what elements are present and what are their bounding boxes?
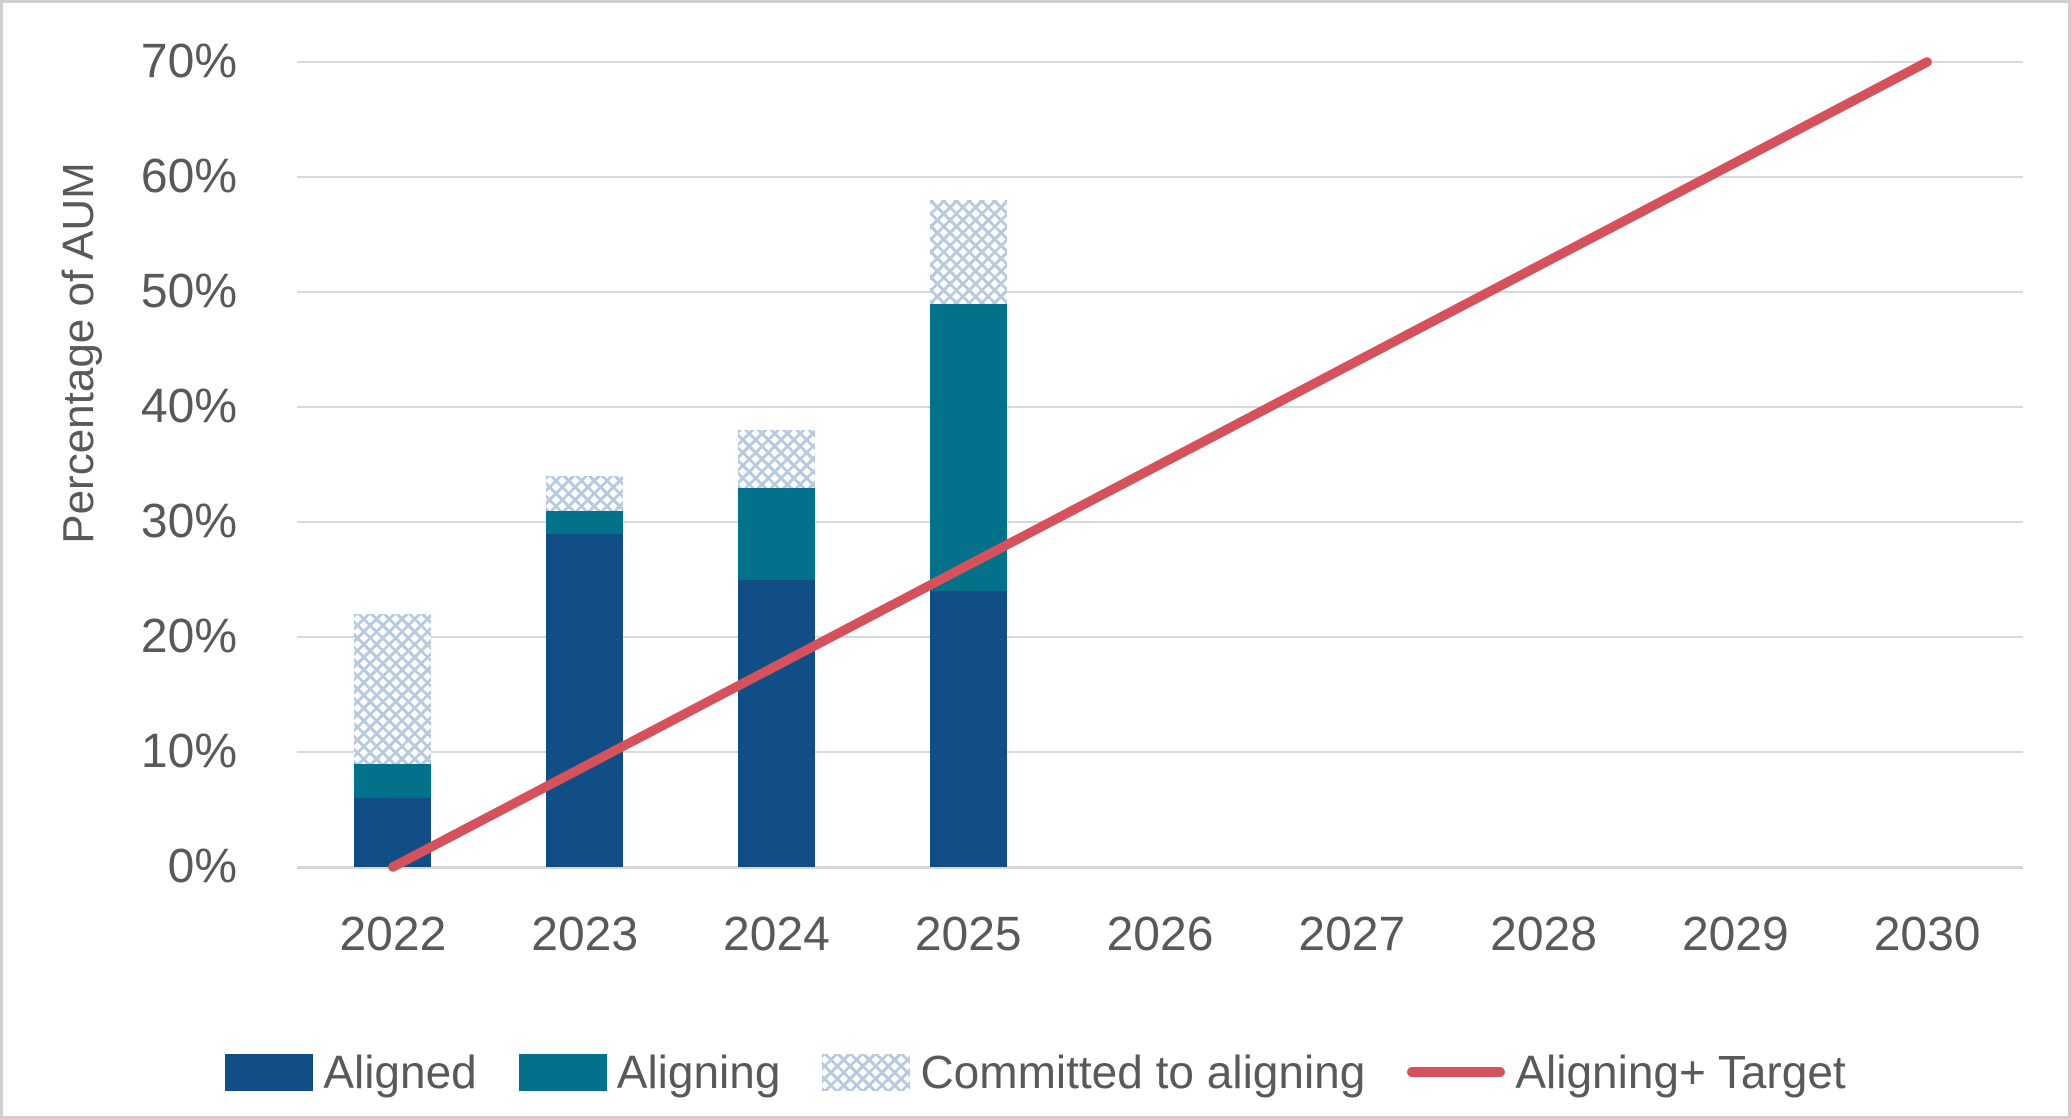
y-tick-label: 30%: [140, 495, 237, 548]
x-tick-label-2030: 2030: [1873, 908, 1981, 961]
x-tick-label-2029: 2029: [1681, 908, 1789, 961]
bar-segment-aligned-2025: [929, 591, 1007, 867]
bar-segment-committed-to-aligning-2023: [546, 476, 624, 511]
legend-swatch-aligned: [225, 1053, 314, 1091]
bar-segment-aligned-2022: [354, 798, 432, 867]
y-gridline-50: [297, 291, 2023, 293]
legend-item-aligned: Aligned: [225, 1046, 477, 1098]
bar-segment-aligning-2023: [546, 510, 624, 534]
legend-label: Aligning+ Target: [1515, 1046, 1846, 1098]
y-gridline-40: [297, 406, 2023, 408]
y-tick-label: 0%: [167, 840, 237, 893]
y-tick-label: 70%: [140, 35, 237, 88]
y-tick-label: 60%: [140, 150, 237, 203]
bar-segment-aligning-2022: [354, 763, 432, 798]
legend-item-aligning-target: Aligning+ Target: [1407, 1046, 1846, 1098]
y-tick-label: 20%: [140, 610, 237, 663]
bar-segment-aligning-2025: [929, 303, 1007, 591]
x-tick-label-2023: 2023: [531, 908, 639, 961]
x-tick-label-2022: 2022: [339, 908, 447, 961]
bar-segment-aligning-2024: [737, 487, 815, 580]
bar-segment-aligned-2023: [546, 533, 624, 867]
x-tick-label-2025: 2025: [914, 908, 1022, 961]
y-tick-label: 10%: [140, 725, 237, 778]
x-tick-label-2028: 2028: [1490, 908, 1597, 961]
bar-segment-committed-to-aligning-2025: [929, 200, 1007, 304]
y-tick-label: 50%: [140, 265, 237, 318]
legend-swatch-aligning-target: [1407, 1067, 1506, 1077]
bar-segment-aligned-2024: [737, 579, 815, 867]
legend-item-aligning: Aligning: [518, 1046, 781, 1098]
legend: Aligned Aligning Committed to aligning Alig…: [3, 1039, 2068, 1105]
legend-label: Aligning: [616, 1046, 781, 1098]
legend-item-committed-to-aligning: Committed to aligning: [822, 1046, 1365, 1098]
bar-segment-committed-to-aligning-2024: [737, 430, 815, 488]
y-gridline-70: [297, 61, 2023, 63]
legend-label: Committed to aligning: [920, 1046, 1366, 1098]
x-tick-label-2027: 2027: [1298, 908, 1406, 961]
y-axis-title: Percentage of AUM: [54, 162, 103, 544]
legend-swatch-committed-to-aligning: [822, 1053, 911, 1091]
legend-label: Aligned: [323, 1046, 477, 1098]
bar-segment-committed-to-aligning-2022: [354, 614, 432, 764]
y-tick-label: 40%: [140, 380, 237, 433]
x-tick-label-2024: 2024: [723, 908, 830, 961]
x-tick-label-2026: 2026: [1106, 908, 1214, 961]
legend-swatch-aligning: [518, 1053, 607, 1091]
y-gridline-60: [297, 176, 2023, 178]
